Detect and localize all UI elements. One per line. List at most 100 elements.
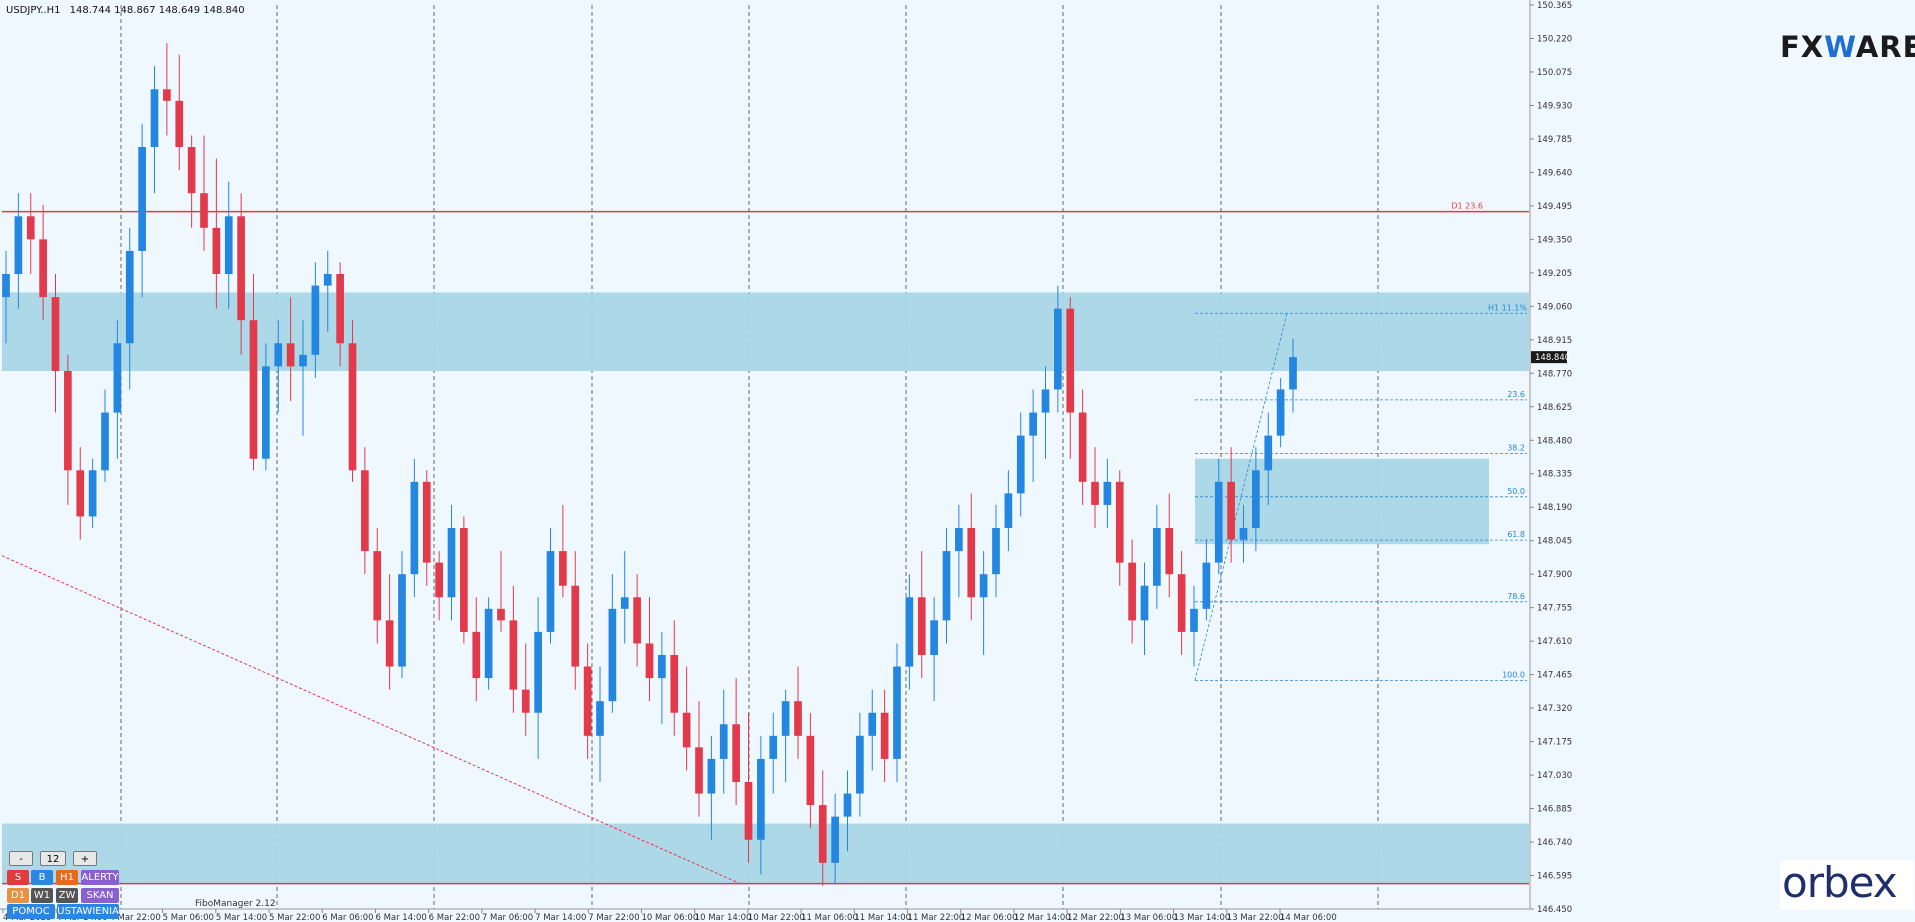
fib-level-label: 23.6 bbox=[1507, 390, 1525, 399]
time-axis: 4 Mar 20254 Mar 14:004 Mar 22:005 Mar 06… bbox=[2, 909, 1337, 922]
time-tick-label: 6 Mar 14:00 bbox=[375, 913, 426, 922]
panel-button-h1[interactable]: H1 bbox=[56, 870, 78, 885]
candle-body bbox=[818, 805, 827, 863]
time-tick-label: 11 Mar 14:00 bbox=[854, 913, 911, 922]
ohlc-values: 148.744 148.867 148.649 148.840 bbox=[70, 5, 245, 16]
price-tick-label: 146.595 bbox=[1537, 872, 1572, 882]
candle-body bbox=[1115, 481, 1124, 563]
candle-body bbox=[843, 793, 852, 817]
candle-body bbox=[88, 470, 97, 517]
panel-button-b[interactable]: B bbox=[31, 870, 53, 885]
candle-body bbox=[410, 481, 419, 575]
candle-body bbox=[521, 689, 530, 713]
candle-body bbox=[1239, 528, 1248, 540]
candle-body bbox=[1128, 562, 1136, 621]
candle-body bbox=[534, 631, 542, 713]
candle-body bbox=[658, 655, 666, 679]
candle-body bbox=[1227, 481, 1235, 540]
candle-body bbox=[385, 620, 394, 667]
candle-body bbox=[1041, 389, 1050, 413]
candle-body bbox=[361, 470, 369, 552]
count-field[interactable]: 12 bbox=[40, 851, 66, 866]
current-price-marker bbox=[1531, 351, 1567, 364]
panel-button-s[interactable]: S bbox=[7, 870, 29, 885]
fib-zone bbox=[1195, 458, 1489, 545]
candle-body bbox=[175, 100, 184, 148]
price-tick-label: 149.060 bbox=[1537, 302, 1572, 312]
candle-body bbox=[707, 758, 716, 794]
candle-body bbox=[447, 528, 456, 598]
candle-body bbox=[880, 712, 889, 759]
candlesticks bbox=[2, 43, 1297, 886]
candle-body bbox=[1177, 574, 1186, 632]
price-tick-label: 149.205 bbox=[1537, 269, 1572, 279]
candle-body bbox=[1066, 308, 1075, 413]
candle-body bbox=[509, 620, 518, 690]
candle-body bbox=[806, 735, 815, 806]
candle-body bbox=[794, 701, 802, 736]
fib-level-label: 38.2 bbox=[1507, 444, 1525, 453]
time-tick-label: 5 Mar 14:00 bbox=[216, 913, 267, 922]
candle-body bbox=[299, 354, 307, 367]
decrease-button[interactable]: - bbox=[9, 851, 33, 866]
panel-button-zw[interactable]: ZW bbox=[56, 888, 78, 903]
time-tick-label: 14 Mar 06:00 bbox=[1280, 913, 1337, 922]
price-tick-label: 147.320 bbox=[1537, 704, 1572, 714]
price-tick-label: 148.045 bbox=[1537, 537, 1572, 547]
panel-button-d1[interactable]: D1 bbox=[7, 888, 29, 903]
time-tick-label: 13 Mar 06:00 bbox=[1120, 913, 1177, 922]
candle-body bbox=[1153, 528, 1161, 586]
candle-body bbox=[1029, 412, 1037, 436]
time-tick-label: 7 Mar 14:00 bbox=[535, 913, 586, 922]
candle-body bbox=[26, 216, 35, 240]
time-tick-label: 10 Mar 06:00 bbox=[642, 913, 699, 922]
price-tick-label: 148.480 bbox=[1537, 436, 1572, 446]
candle-body bbox=[583, 666, 592, 736]
candle-body bbox=[138, 147, 146, 251]
candle-body bbox=[905, 597, 914, 667]
candle-body bbox=[608, 608, 617, 702]
candle-body bbox=[1190, 608, 1198, 632]
candle-body bbox=[1214, 481, 1223, 563]
candle-body bbox=[39, 239, 47, 298]
candle-body bbox=[633, 597, 641, 644]
time-tick-label: 7 Mar 22:00 bbox=[588, 913, 639, 922]
candle-body bbox=[336, 274, 344, 344]
candle-body bbox=[1264, 435, 1273, 471]
panel-button-w1[interactable]: W1 bbox=[31, 888, 53, 903]
time-tick-label: 12 Mar 06:00 bbox=[961, 913, 1018, 922]
time-tick-label: 6 Mar 22:00 bbox=[429, 913, 480, 922]
candle-body bbox=[224, 216, 233, 275]
current-price-label: 148.840 bbox=[1535, 353, 1570, 363]
candle-body bbox=[113, 343, 122, 413]
candle-body bbox=[979, 574, 988, 598]
candle-body bbox=[101, 412, 109, 471]
candle-body bbox=[559, 551, 567, 586]
candle-body bbox=[992, 528, 1000, 575]
candle-body bbox=[435, 562, 443, 598]
panel-button-ustawienia[interactable]: USTAWIENIA bbox=[57, 904, 119, 919]
time-tick-label: 11 Mar 22:00 bbox=[908, 913, 965, 922]
orbex-logo-background bbox=[1780, 860, 1914, 910]
candle-body bbox=[744, 782, 753, 840]
time-tick-label: 11 Mar 06:00 bbox=[801, 913, 858, 922]
price-tick-label: 147.610 bbox=[1537, 637, 1572, 647]
time-tick-label: 12 Mar 22:00 bbox=[1067, 913, 1124, 922]
panel-button-alerty[interactable]: ALERTY bbox=[81, 870, 119, 885]
candle-body bbox=[1091, 481, 1099, 505]
candle-body bbox=[51, 297, 60, 371]
panel-button-pomoc[interactable]: POMOC bbox=[7, 904, 55, 919]
candle-body bbox=[64, 370, 72, 471]
candle-body bbox=[1202, 562, 1211, 609]
candle-body bbox=[645, 643, 654, 679]
candle-body bbox=[967, 528, 976, 598]
candle-body bbox=[472, 631, 481, 679]
panel-button-skan[interactable]: SKAN bbox=[81, 888, 119, 903]
increase-button[interactable]: + bbox=[73, 851, 97, 866]
candle-body bbox=[163, 89, 171, 101]
candle-body bbox=[571, 585, 580, 667]
candle-body bbox=[311, 285, 320, 355]
fibonacci-retracement: H1 11.1% 23.6 38.2 50.0 61.8 78.6 100.0 bbox=[1194, 303, 1527, 681]
grid-lines bbox=[0, 0, 1531, 910]
